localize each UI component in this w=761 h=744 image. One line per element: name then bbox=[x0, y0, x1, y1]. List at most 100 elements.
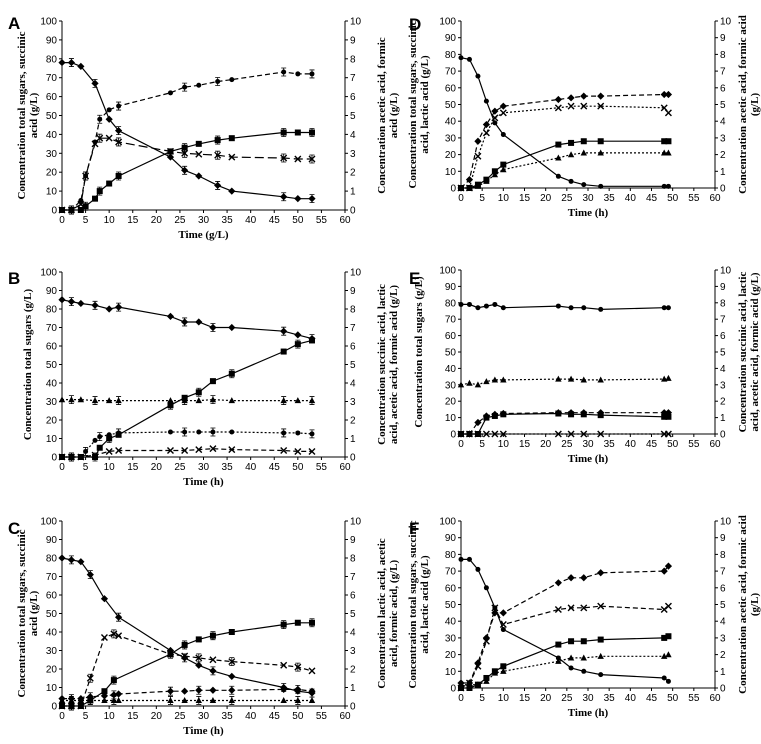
e-ytick-right-label: 4 bbox=[720, 364, 726, 375]
d-xtick-label: 25 bbox=[561, 193, 573, 204]
a-xtick-label: 60 bbox=[339, 215, 351, 226]
c-total-sugars-point-4 bbox=[100, 595, 109, 603]
c-succinic-acid-point-13 bbox=[308, 619, 315, 626]
a-succinic-acid-point-3 bbox=[82, 203, 89, 210]
a-formic-acid-point-0 bbox=[58, 206, 66, 214]
e-lactic-acid-point-9 bbox=[597, 376, 604, 383]
b-succinic-acid-point-7 bbox=[167, 402, 174, 409]
c-formic-acid-point-12 bbox=[280, 661, 288, 669]
f-acetic-acid-point-4 bbox=[491, 609, 499, 617]
c-acetic-acid-point-5 bbox=[110, 691, 118, 699]
f-xtick-label: 30 bbox=[582, 693, 594, 704]
d-succinic-acid-point-5 bbox=[500, 161, 507, 168]
b-ytick-left-label: 10 bbox=[46, 434, 58, 445]
d-ytick-right-label: 3 bbox=[720, 133, 726, 144]
a-formic-acid-point-4 bbox=[91, 140, 99, 148]
c-lactic-acid-point-9 bbox=[195, 697, 202, 704]
d-total-sugars-point-1 bbox=[466, 56, 472, 62]
b-formic-acid-point-12 bbox=[294, 447, 302, 455]
b-y-axis-right-label-line: acid, acetic acid, formic acid (g/L) bbox=[388, 285, 400, 444]
b-ytick-right-label: 4 bbox=[350, 379, 356, 390]
a-succinic-acid-point-5 bbox=[96, 188, 103, 195]
c-ytick-left-label: 0 bbox=[51, 702, 57, 713]
d-total-sugars-point-3 bbox=[483, 98, 489, 104]
a-ytick-right-label: 4 bbox=[350, 130, 356, 141]
a-ytick-left-label: 50 bbox=[46, 111, 58, 122]
b-acetic-acid-point-4 bbox=[92, 437, 98, 443]
d-ytick-right-label: 10 bbox=[720, 17, 732, 28]
b-xtick-label: 0 bbox=[59, 462, 65, 473]
d-ytick-left-label: 20 bbox=[445, 150, 457, 161]
b-ytick-right-label: 1 bbox=[350, 434, 356, 445]
d-total-sugars-point-0 bbox=[458, 55, 464, 61]
b-succinic-acid-point-14 bbox=[308, 337, 315, 344]
a-total-sugars-point-1 bbox=[67, 58, 76, 67]
c-ytick-right-label: 10 bbox=[350, 517, 362, 528]
e-y-axis-left-label-line: Concentration total sugars (g/L) bbox=[413, 276, 425, 428]
a-succinic-acid-point-10 bbox=[195, 140, 202, 147]
f-formic-acid-point-8 bbox=[580, 604, 588, 612]
d-total-sugars-point-10 bbox=[661, 183, 667, 189]
f-total-sugars-point-0 bbox=[458, 556, 464, 562]
d-ytick-left-label: 70 bbox=[445, 67, 457, 78]
e-total-sugars-point-6 bbox=[555, 303, 561, 309]
e-succinic-acid-point-6 bbox=[555, 410, 562, 417]
b-total-sugars-point-8 bbox=[195, 318, 203, 326]
c-xtick-label: 55 bbox=[316, 711, 328, 722]
d-lactic-acid-point-10 bbox=[661, 149, 668, 156]
b-ytick-left-label: 30 bbox=[46, 397, 58, 408]
e-formic-acid-point-4 bbox=[491, 430, 499, 438]
f-succinic-acid-point-8 bbox=[580, 638, 587, 645]
e-xtick-label: 15 bbox=[519, 439, 531, 450]
f-xtick-label: 60 bbox=[709, 693, 721, 704]
d-ytick-right-label: 7 bbox=[720, 67, 726, 78]
d-total-sugars-point-4 bbox=[492, 120, 498, 126]
a-xtick-label: 25 bbox=[174, 215, 186, 226]
b-total-sugars-point-0 bbox=[58, 296, 66, 304]
d-ytick-left-label: 50 bbox=[445, 100, 457, 111]
b-succinic-acid-point-5 bbox=[106, 435, 113, 442]
c-ytick-left-label: 100 bbox=[40, 517, 57, 528]
a-y-axis-right-label-line: acid (g/L) bbox=[388, 92, 400, 138]
f-ytick-left-label: 50 bbox=[445, 600, 457, 611]
a-xtick-label: 35 bbox=[222, 215, 234, 226]
f-ytick-right-label: 8 bbox=[720, 550, 726, 561]
c-succinic-acid-point-7 bbox=[181, 641, 188, 648]
b-xtick-label: 10 bbox=[104, 462, 116, 473]
a-succinic-acid-point-7 bbox=[115, 172, 122, 179]
d-ytick-right-label: 6 bbox=[720, 83, 726, 94]
d-ytick-left-label: 0 bbox=[450, 184, 456, 195]
d-lactic-acid-point-9 bbox=[597, 149, 604, 156]
f-ytick-right-label: 5 bbox=[720, 600, 726, 611]
a-succinic-acid-point-6 bbox=[106, 180, 113, 187]
d-ytick-right-label: 5 bbox=[720, 100, 726, 111]
b-ytick-right-label: 6 bbox=[350, 342, 356, 353]
f-succinic-acid-point-11 bbox=[665, 633, 672, 640]
c-ytick-right-label: 9 bbox=[350, 535, 356, 546]
a-acetic-acid-point-8 bbox=[167, 90, 173, 96]
c-ytick-right-label: 7 bbox=[350, 572, 356, 583]
f-ytick-right-label: 3 bbox=[720, 633, 726, 644]
a-formic-acid-point-1 bbox=[67, 206, 75, 214]
d-ytick-left-label: 40 bbox=[445, 117, 457, 128]
c-formic-acid-point-1 bbox=[67, 702, 75, 710]
c-total-sugars-point-7 bbox=[181, 654, 189, 662]
b-lactic-acid-point-13 bbox=[308, 397, 316, 404]
a-xtick-label: 40 bbox=[245, 215, 257, 226]
f-ytick-left-label: 40 bbox=[445, 617, 457, 628]
d-ytick-left-label: 60 bbox=[445, 83, 457, 94]
d-ytick-left-label: 30 bbox=[445, 133, 457, 144]
a-ytick-right-label: 5 bbox=[350, 111, 356, 122]
a-formic-acid-point-5 bbox=[96, 134, 104, 142]
d-y-axis-left-label-line: Concentration total sugars, succinic bbox=[407, 20, 419, 188]
f-acetic-acid-line bbox=[461, 565, 669, 684]
c-formic-acid-point-4 bbox=[100, 634, 108, 642]
d-y-axis-left-label-line: acid, lactic acid (g/L) bbox=[419, 55, 431, 154]
a-acetic-acid-point-11 bbox=[215, 78, 221, 84]
d-xtick-label: 55 bbox=[688, 193, 700, 204]
d-formic-acid-point-8 bbox=[580, 102, 588, 110]
a-ytick-left-label: 20 bbox=[46, 168, 58, 179]
